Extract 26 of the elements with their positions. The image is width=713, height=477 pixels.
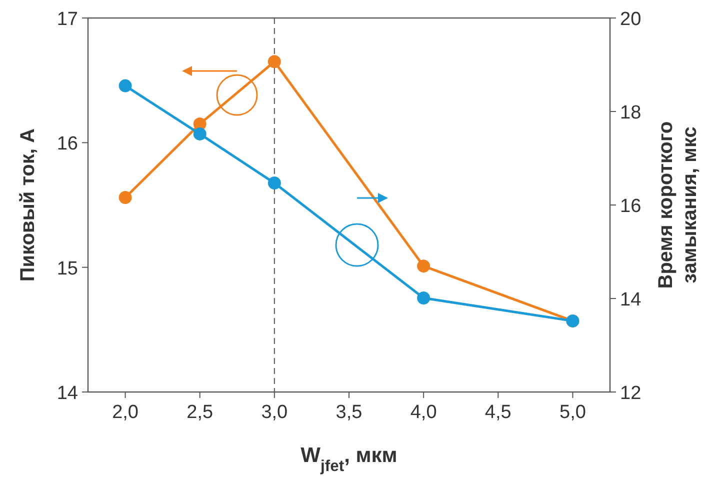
y-tick-label: 16 (56, 134, 78, 155)
y2-tick-label: 16 (620, 196, 642, 217)
point (268, 176, 281, 190)
y-tick-label: 17 (56, 9, 78, 30)
x-tick-label: 2,5 (186, 402, 214, 423)
point (118, 79, 132, 92)
y2-tick-label: 20 (620, 9, 642, 30)
y2-axis-title: Время короткого замыкания, мкс (655, 121, 701, 289)
point (193, 127, 206, 140)
x-tick-label: 5,0 (560, 402, 586, 423)
x-tick-label: 3,0 (261, 402, 288, 423)
point (268, 55, 281, 68)
x-tick-label: 3,5 (336, 402, 362, 423)
point (417, 260, 430, 273)
x-tick-label: 4,0 (410, 402, 437, 423)
point (118, 191, 132, 204)
y2-tick-label: 18 (620, 102, 642, 124)
x-tick-label: 2,0 (112, 402, 138, 423)
y-tick-label: 14 (56, 383, 78, 404)
x-axis-title: W$_{jfet}$, мкм (300, 444, 398, 474)
y-axis-title: Пиковый ток, А (17, 128, 39, 282)
y-tick-label: 15 (56, 258, 78, 280)
y2-tick-label: 14 (620, 290, 642, 310)
x-tick-label: 4,5 (484, 402, 512, 423)
point (417, 292, 430, 305)
y2-tick-label: 12 (620, 383, 642, 404)
